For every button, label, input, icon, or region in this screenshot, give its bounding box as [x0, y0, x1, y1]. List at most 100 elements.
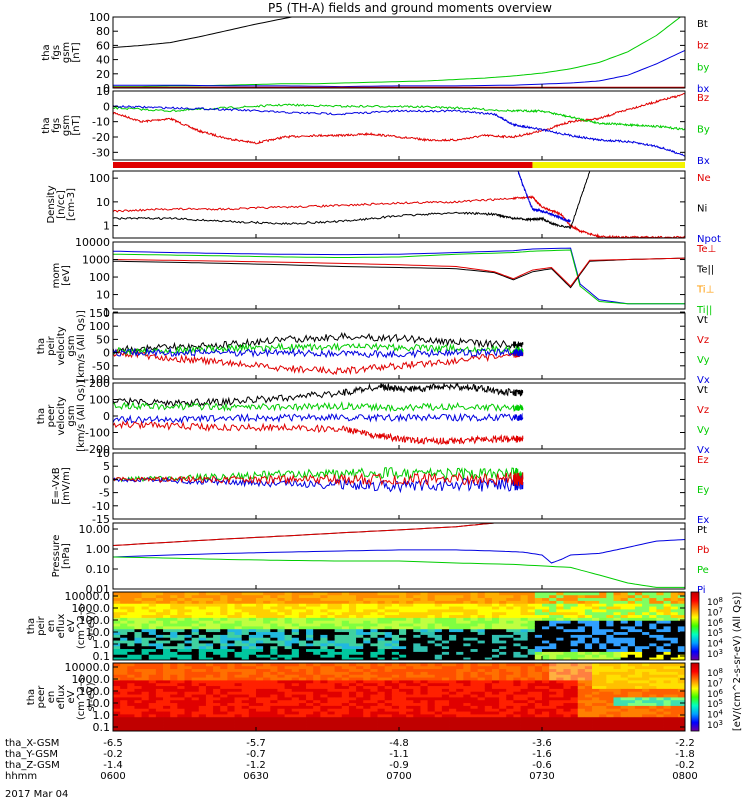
panel-6-ytick-label: 0: [103, 410, 110, 423]
panel-1-ylabel-line: tha: [41, 44, 52, 60]
panel-4-series: [113, 247, 685, 305]
panel-10-ytick-label: 1.0: [93, 709, 111, 722]
panel-6-ytick-label: -200: [85, 443, 110, 456]
panel-10-ylabel-line: peer: [36, 685, 47, 709]
panel-8-frame: [112, 522, 686, 590]
panel-9-ytick-label: 100.0: [79, 614, 111, 627]
panel-1-series: [113, 17, 685, 88]
panel-8-series-2-line: [113, 523, 495, 546]
xaxis-row-label: tha_Y-GSM: [5, 749, 58, 760]
panel-1-legend-entry: bx: [697, 84, 709, 95]
panel-6-ytick-label: 200: [89, 377, 110, 390]
panel-9-ytick-label: 10.0: [86, 626, 111, 639]
panel-8-legend-entry: Pi: [697, 585, 706, 596]
xaxis-row-value: -6.5: [103, 738, 123, 749]
panel-4-series-1-line: [113, 247, 685, 305]
panel-5-legend-entry: Vt: [697, 315, 708, 326]
panel-6-series-2-line: [113, 401, 524, 413]
panel-4-legend-entry: Ti||: [696, 305, 712, 316]
xaxis-row-label: tha_X-GSM: [5, 738, 59, 749]
panel-7-legend-entry: Ez: [697, 455, 709, 466]
colorbar-tick-label: 108: [707, 667, 723, 679]
panel-1-ytick-label: 60: [96, 39, 110, 52]
panel-10-ylabel-line: en: [46, 691, 57, 704]
xaxis-row-value: -1.4: [103, 760, 123, 771]
panel-8-legend-entry: Pe: [697, 565, 709, 576]
panel-8-legend-entry: Pt: [697, 525, 707, 536]
status-bar-segment: [532, 162, 685, 168]
panel-5-legend-entry: Vz: [697, 335, 709, 346]
panel-6-series-1-line: [113, 383, 524, 408]
panel-9-ylabel-line: tha: [26, 618, 37, 634]
panel-8-ylabel-line: [nPa]: [61, 543, 72, 569]
panel-7-ytick-label: 10: [96, 447, 110, 460]
panel-6-series: [113, 383, 524, 446]
colorbar-label: [eV/(cm^2-s-sr-eV) (All Qs)]: [732, 592, 743, 731]
panel-4-ytick-label: 100: [89, 271, 110, 284]
colorbar-tick-label: 106: [707, 617, 723, 629]
status-bar: [113, 162, 685, 168]
xaxis-row-value: 0600: [100, 771, 125, 782]
panel-5-ytick-label: 50: [96, 333, 110, 346]
xaxis-row-value: -0.2: [675, 760, 695, 771]
panel-8-ytick-label: 10.00: [79, 523, 111, 536]
panel-1-series-1-line: [113, 17, 295, 48]
panel-4-series-2-line: [113, 249, 685, 305]
panel-8-ytick-label: 0.01: [86, 583, 111, 596]
panel-5-ylabel-line: [km/s (All Qs)]: [76, 310, 87, 382]
panel-6-ytick-label: -100: [85, 427, 110, 440]
panel-10-ylabel-line: tha: [26, 689, 37, 705]
panel-4-legend-entry: Te||: [696, 264, 714, 275]
panel-4-ytick-label: 1000: [82, 254, 110, 267]
panel-6-legend-entry: Vz: [697, 405, 709, 416]
panel-3-ylabel-line: [cm-3]: [66, 188, 77, 221]
panel-6-legend-entry: Vt: [697, 385, 708, 396]
panel-2-series: [113, 92, 685, 157]
panel-6-ylabel-line: gsm: [66, 405, 77, 426]
panel-9-ytick-label: 1000.0: [72, 602, 111, 615]
panel-5-ytick-label: 0: [103, 347, 110, 360]
colorbar-tick-label: 108: [707, 596, 723, 608]
panel-1-ylabel-line: [nT]: [71, 42, 82, 62]
xaxis-row-value: -0.6: [532, 760, 552, 771]
panel-2-legend-entry: Bz: [697, 93, 709, 104]
xaxis-row-value: 0800: [672, 771, 697, 782]
colorbar-tick-label: 103: [707, 719, 723, 731]
colorbar-tick-label: 104: [707, 638, 723, 650]
panel-3-ylabel-line: [n/cc]: [56, 190, 67, 219]
figure-date: 2017 Mar 04: [5, 789, 68, 800]
panel-3-series-3-line: [517, 171, 572, 223]
panel-8-ylabel-line: Pressure: [51, 535, 62, 578]
panel-5-series: [113, 331, 524, 376]
panel-4-legend-entry: Te⊥: [696, 244, 716, 255]
panel-7-series-3-line: [113, 471, 524, 487]
panel-5-ytick-label: 100: [89, 320, 110, 333]
panel-5-ytick-label: -100: [85, 373, 110, 386]
panel-5-legend-entry: Vy: [697, 355, 710, 366]
colorbar-tick-label: 107: [707, 677, 723, 689]
panel-8-legend-entry: Pb: [697, 545, 709, 556]
status-bar-segment: [113, 162, 533, 168]
panel-9-ylabel-line: sr-eV): [86, 611, 97, 640]
panel-1-frame: [112, 16, 686, 89]
panel-6-legend-entry: Vy: [697, 425, 710, 436]
panel-2-legend-entry: Bx: [697, 156, 710, 167]
panel-10-heatmap: [113, 663, 685, 731]
panel-4-ytick-label: 1: [103, 306, 110, 319]
panel-4-ytick-label: 10000: [75, 236, 110, 249]
panel-9-heatmap: [113, 592, 685, 660]
panel-9-ylabel-line: en: [46, 620, 57, 633]
panel-5-ylabel-line: peir: [46, 335, 57, 355]
panel-2-ytick-label: -10: [92, 116, 110, 129]
panel-2-series-3-line: [113, 104, 685, 157]
panel-4-ytick-label: 10: [96, 289, 110, 302]
panel-1-ylabel-line: fgs: [51, 45, 62, 60]
panel-5-series-1-line: [113, 331, 524, 355]
panel-3: 1 10 100 Density [n/cc] [cm-3] Ne Ni Npot: [46, 170, 721, 245]
panel-5-ytick-label: 150: [89, 307, 110, 320]
